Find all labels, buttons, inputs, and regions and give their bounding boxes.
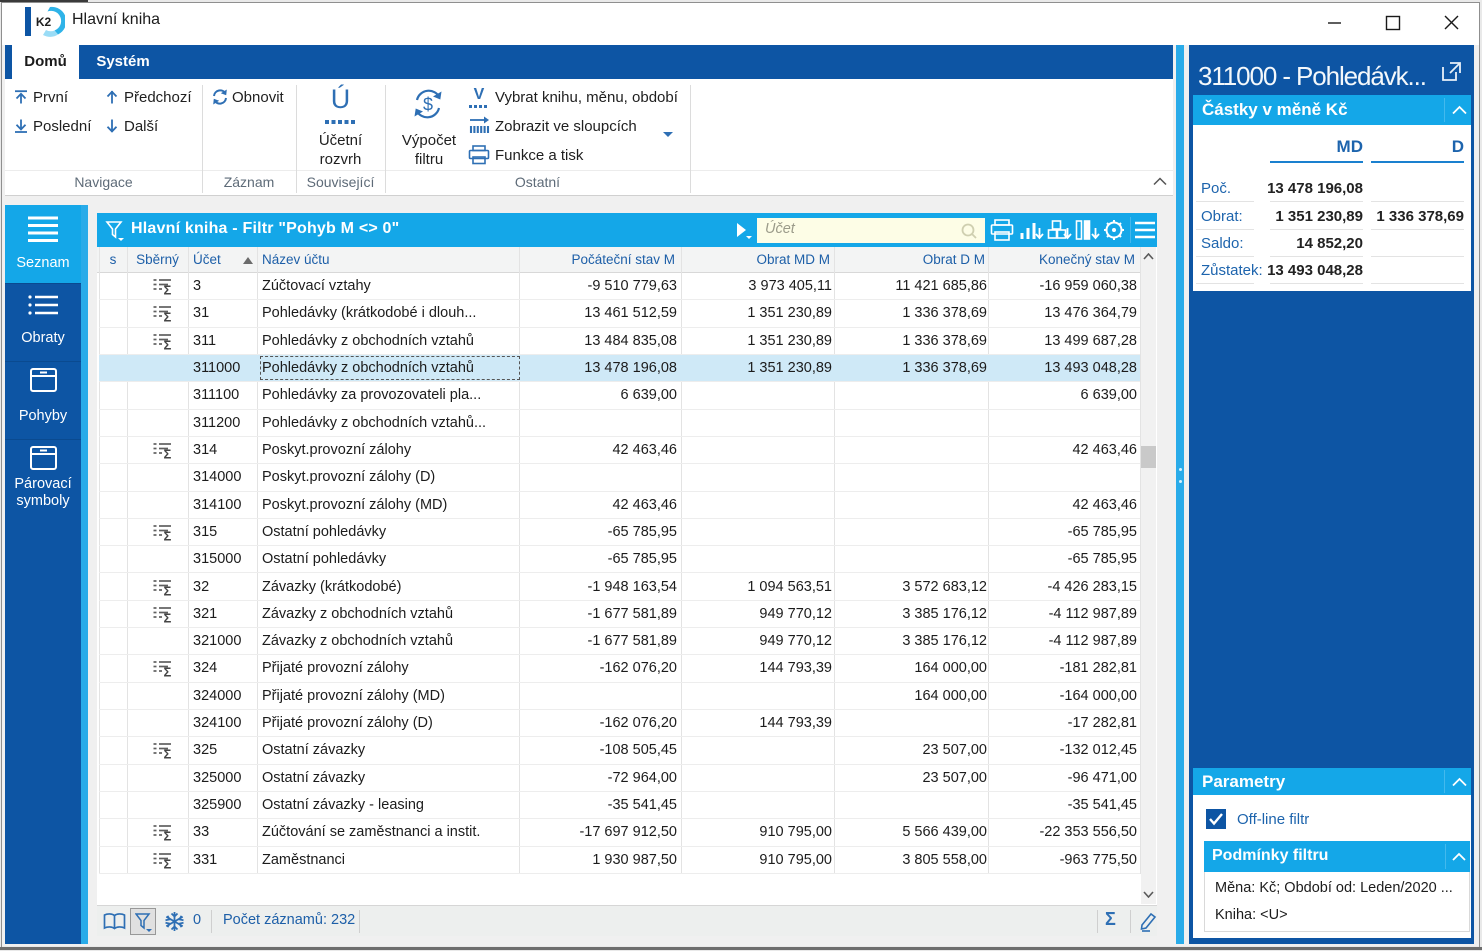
svg-text:K2: K2 bbox=[36, 15, 52, 29]
svg-text:$: $ bbox=[423, 95, 433, 115]
